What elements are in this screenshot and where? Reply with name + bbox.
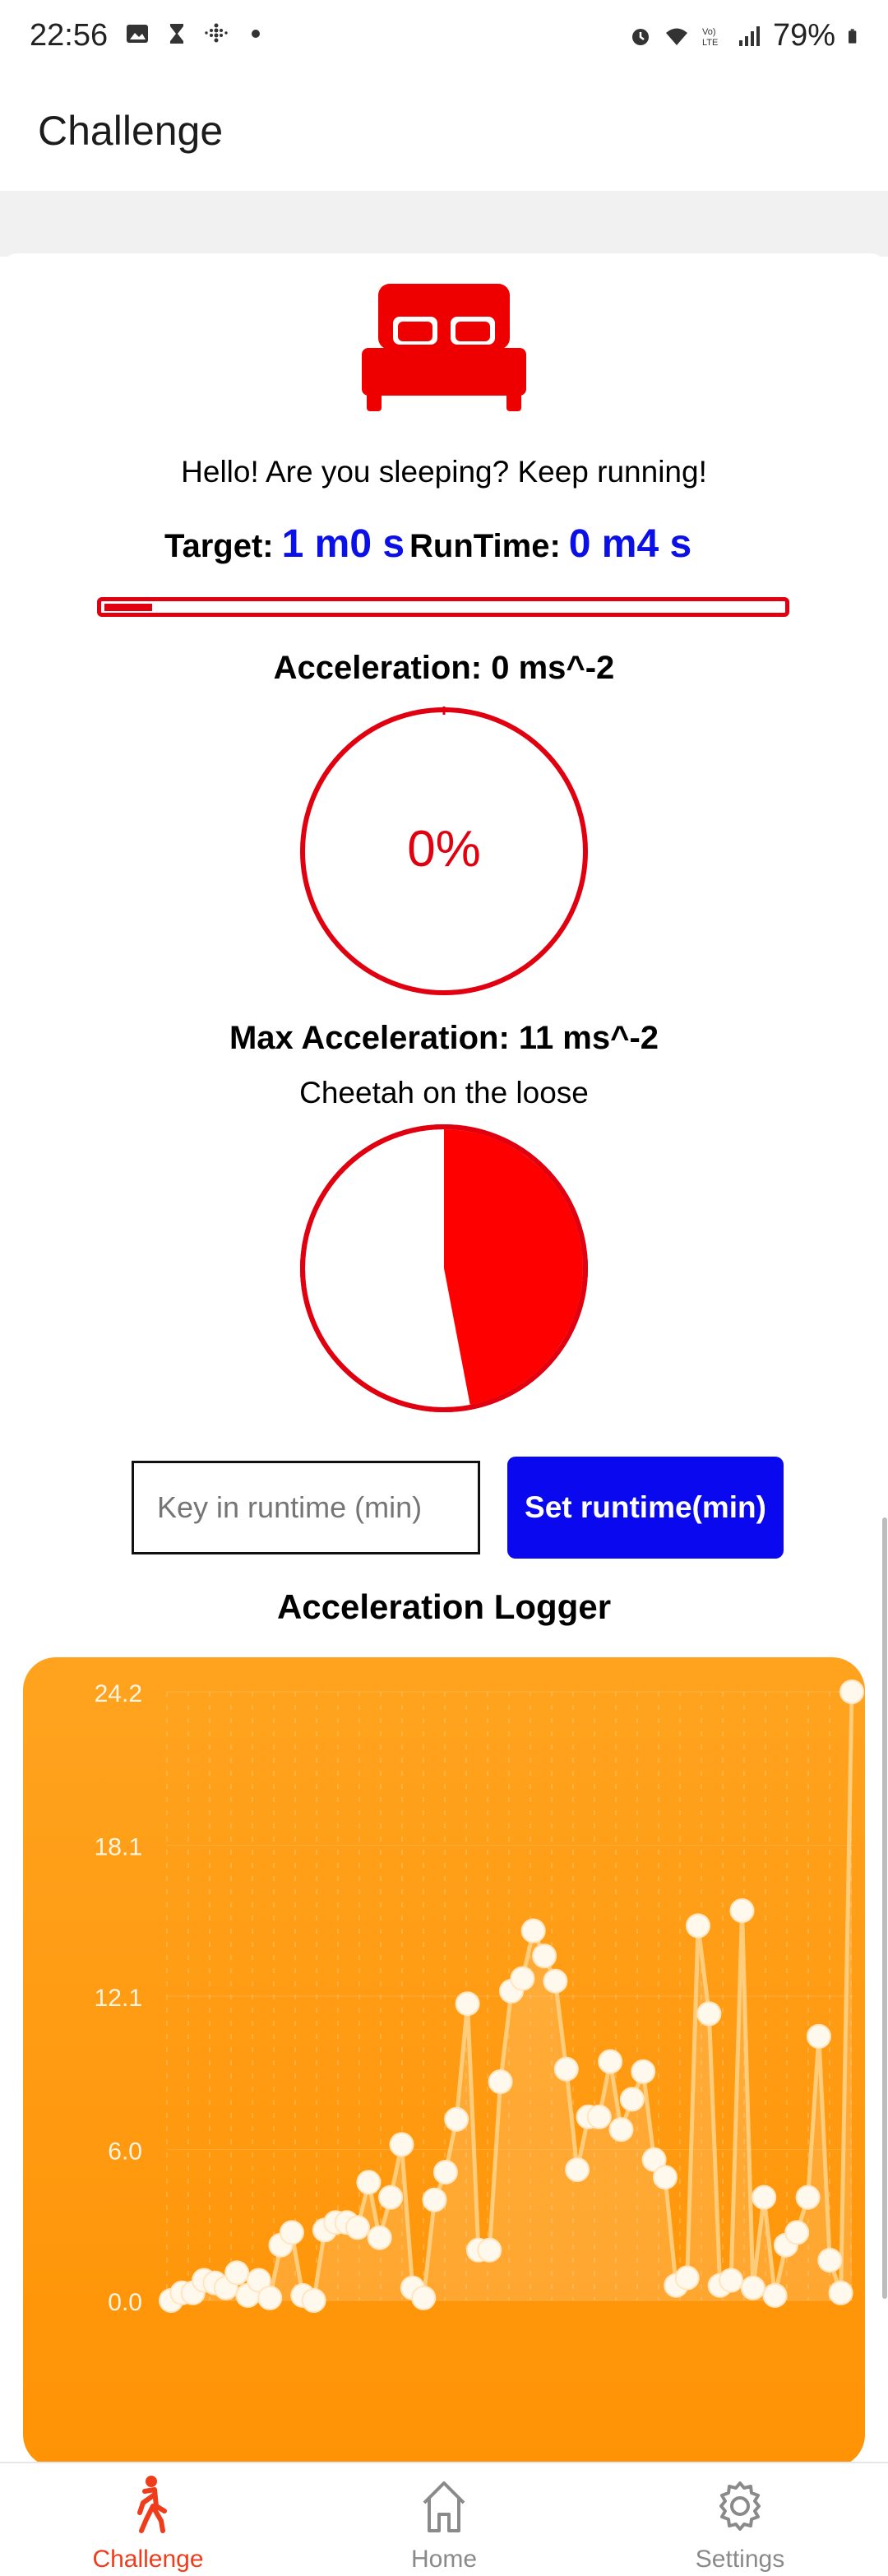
data-point xyxy=(817,2248,843,2273)
data-point xyxy=(762,2282,788,2308)
data-point xyxy=(631,2059,656,2084)
max-acceleration-text: Max Acceleration: 11 ms^-2 xyxy=(229,1020,659,1056)
data-point xyxy=(455,1991,480,2017)
target-label: Target: xyxy=(164,528,274,564)
runtime-label: RunTime: xyxy=(409,528,561,564)
header-divider-band xyxy=(0,191,888,257)
data-point xyxy=(653,2165,678,2190)
data-point xyxy=(839,1679,864,1704)
data-point xyxy=(257,2285,283,2310)
data-point xyxy=(641,2147,667,2172)
signal-icon xyxy=(738,25,760,46)
walking-person-icon xyxy=(137,2476,167,2533)
data-point xyxy=(477,2237,502,2263)
progress-fill xyxy=(104,604,152,611)
set-runtime-button[interactable]: Set runtime(min) xyxy=(507,1457,784,1559)
svg-text:Vo): Vo) xyxy=(702,27,716,37)
data-point xyxy=(532,1944,557,1969)
data-point xyxy=(598,2049,623,2074)
target-value: 1 m0 s xyxy=(281,522,405,566)
speed-rank-text: Cheetah on the loose xyxy=(299,1076,589,1110)
data-point xyxy=(356,2170,382,2195)
data-point xyxy=(806,2023,831,2049)
y-tick-label: 12.1 xyxy=(95,1985,142,2012)
data-point xyxy=(422,2187,447,2212)
home-icon xyxy=(423,2481,465,2532)
gear-icon xyxy=(719,2481,761,2531)
data-point xyxy=(488,2069,513,2094)
data-point xyxy=(608,2117,634,2143)
data-point xyxy=(510,1966,535,1991)
system-icons: Vo) LTE 79% xyxy=(628,18,863,53)
data-point xyxy=(740,2275,765,2300)
max-acceleration-slice xyxy=(444,1129,583,1405)
hourglass-icon xyxy=(170,24,183,44)
nav-label-settings: Settings xyxy=(695,2546,785,2573)
acceleration-chart: 24.2 18.1 12.1 6.0 0.0 xyxy=(23,1657,865,2467)
data-point xyxy=(543,1968,568,1994)
volte-icon: Vo)LTE xyxy=(702,27,718,48)
data-point xyxy=(378,2185,404,2210)
data-point xyxy=(246,2268,271,2293)
acceleration-gauge: 0% xyxy=(300,707,588,995)
wifi-icon xyxy=(665,28,687,45)
data-point xyxy=(619,2087,645,2112)
data-point xyxy=(301,2288,326,2313)
bed-icon xyxy=(362,284,526,411)
acceleration-gauge-value: 0% xyxy=(407,821,481,878)
data-point xyxy=(432,2160,458,2185)
data-point xyxy=(520,1918,546,1944)
max-acceleration-gauge xyxy=(300,1124,588,1412)
data-point xyxy=(224,2260,250,2286)
nav-item-settings[interactable]: Settings xyxy=(592,2463,888,2576)
data-point xyxy=(586,2104,612,2129)
data-point xyxy=(389,2132,414,2157)
data-point xyxy=(752,2185,777,2210)
y-tick-label: 6.0 xyxy=(108,2138,142,2166)
notification-icons xyxy=(125,21,268,46)
data-point xyxy=(784,2220,810,2245)
battery-icon xyxy=(849,28,857,44)
runtime-progress-bar xyxy=(97,597,789,617)
bottom-nav: Challenge Home Settings xyxy=(0,2462,888,2576)
data-point xyxy=(719,2268,744,2293)
data-point xyxy=(411,2285,437,2310)
alarm-icon xyxy=(631,28,649,45)
data-point xyxy=(279,2220,304,2245)
data-point xyxy=(553,2056,579,2082)
status-bar: 22:56 Vo) LTE 79% xyxy=(0,0,888,79)
data-point xyxy=(345,2215,370,2240)
acceleration-chart-svg: 24.2 18.1 12.1 6.0 0.0 xyxy=(95,1679,864,2316)
data-point xyxy=(367,2225,392,2250)
data-point xyxy=(729,1898,755,1923)
gallery-icon xyxy=(127,25,148,43)
nav-label-home: Home xyxy=(410,2546,478,2573)
data-point xyxy=(686,1913,710,1939)
data-point xyxy=(565,2157,590,2182)
battery-percent: 79% xyxy=(772,18,835,53)
y-tick-label: 24.2 xyxy=(95,1680,142,1707)
nav-item-challenge[interactable]: Challenge xyxy=(0,2463,296,2576)
runtime-value: 0 m4 s xyxy=(568,522,692,566)
page-title: Challenge xyxy=(38,108,224,154)
data-point xyxy=(444,2106,469,2132)
fitbit-icon xyxy=(205,23,228,43)
greeting-text: Hello! Are you sleeping? Keep running! xyxy=(181,455,707,489)
status-time: 22:56 xyxy=(30,18,109,53)
data-point xyxy=(828,2280,853,2305)
data-point xyxy=(674,2265,700,2291)
data-point xyxy=(795,2185,821,2210)
nav-item-home[interactable]: Home xyxy=(296,2463,592,2576)
acceleration-text: Acceleration: 0 ms^-2 xyxy=(273,650,615,686)
dot-icon xyxy=(252,30,260,38)
data-point xyxy=(696,2001,722,2027)
scrollbar[interactable] xyxy=(882,1517,887,2299)
svg-text:LTE: LTE xyxy=(702,38,718,48)
target-runtime-row: Target: 1 m0 s RunTime: 0 m4 s xyxy=(164,521,740,567)
logger-title: Acceleration Logger xyxy=(276,1587,612,1626)
y-tick-label: 0.0 xyxy=(108,2289,142,2316)
y-tick-label: 18.1 xyxy=(95,1834,142,1861)
runtime-input[interactable] xyxy=(132,1461,480,1554)
nav-label-challenge: Challenge xyxy=(92,2546,204,2573)
